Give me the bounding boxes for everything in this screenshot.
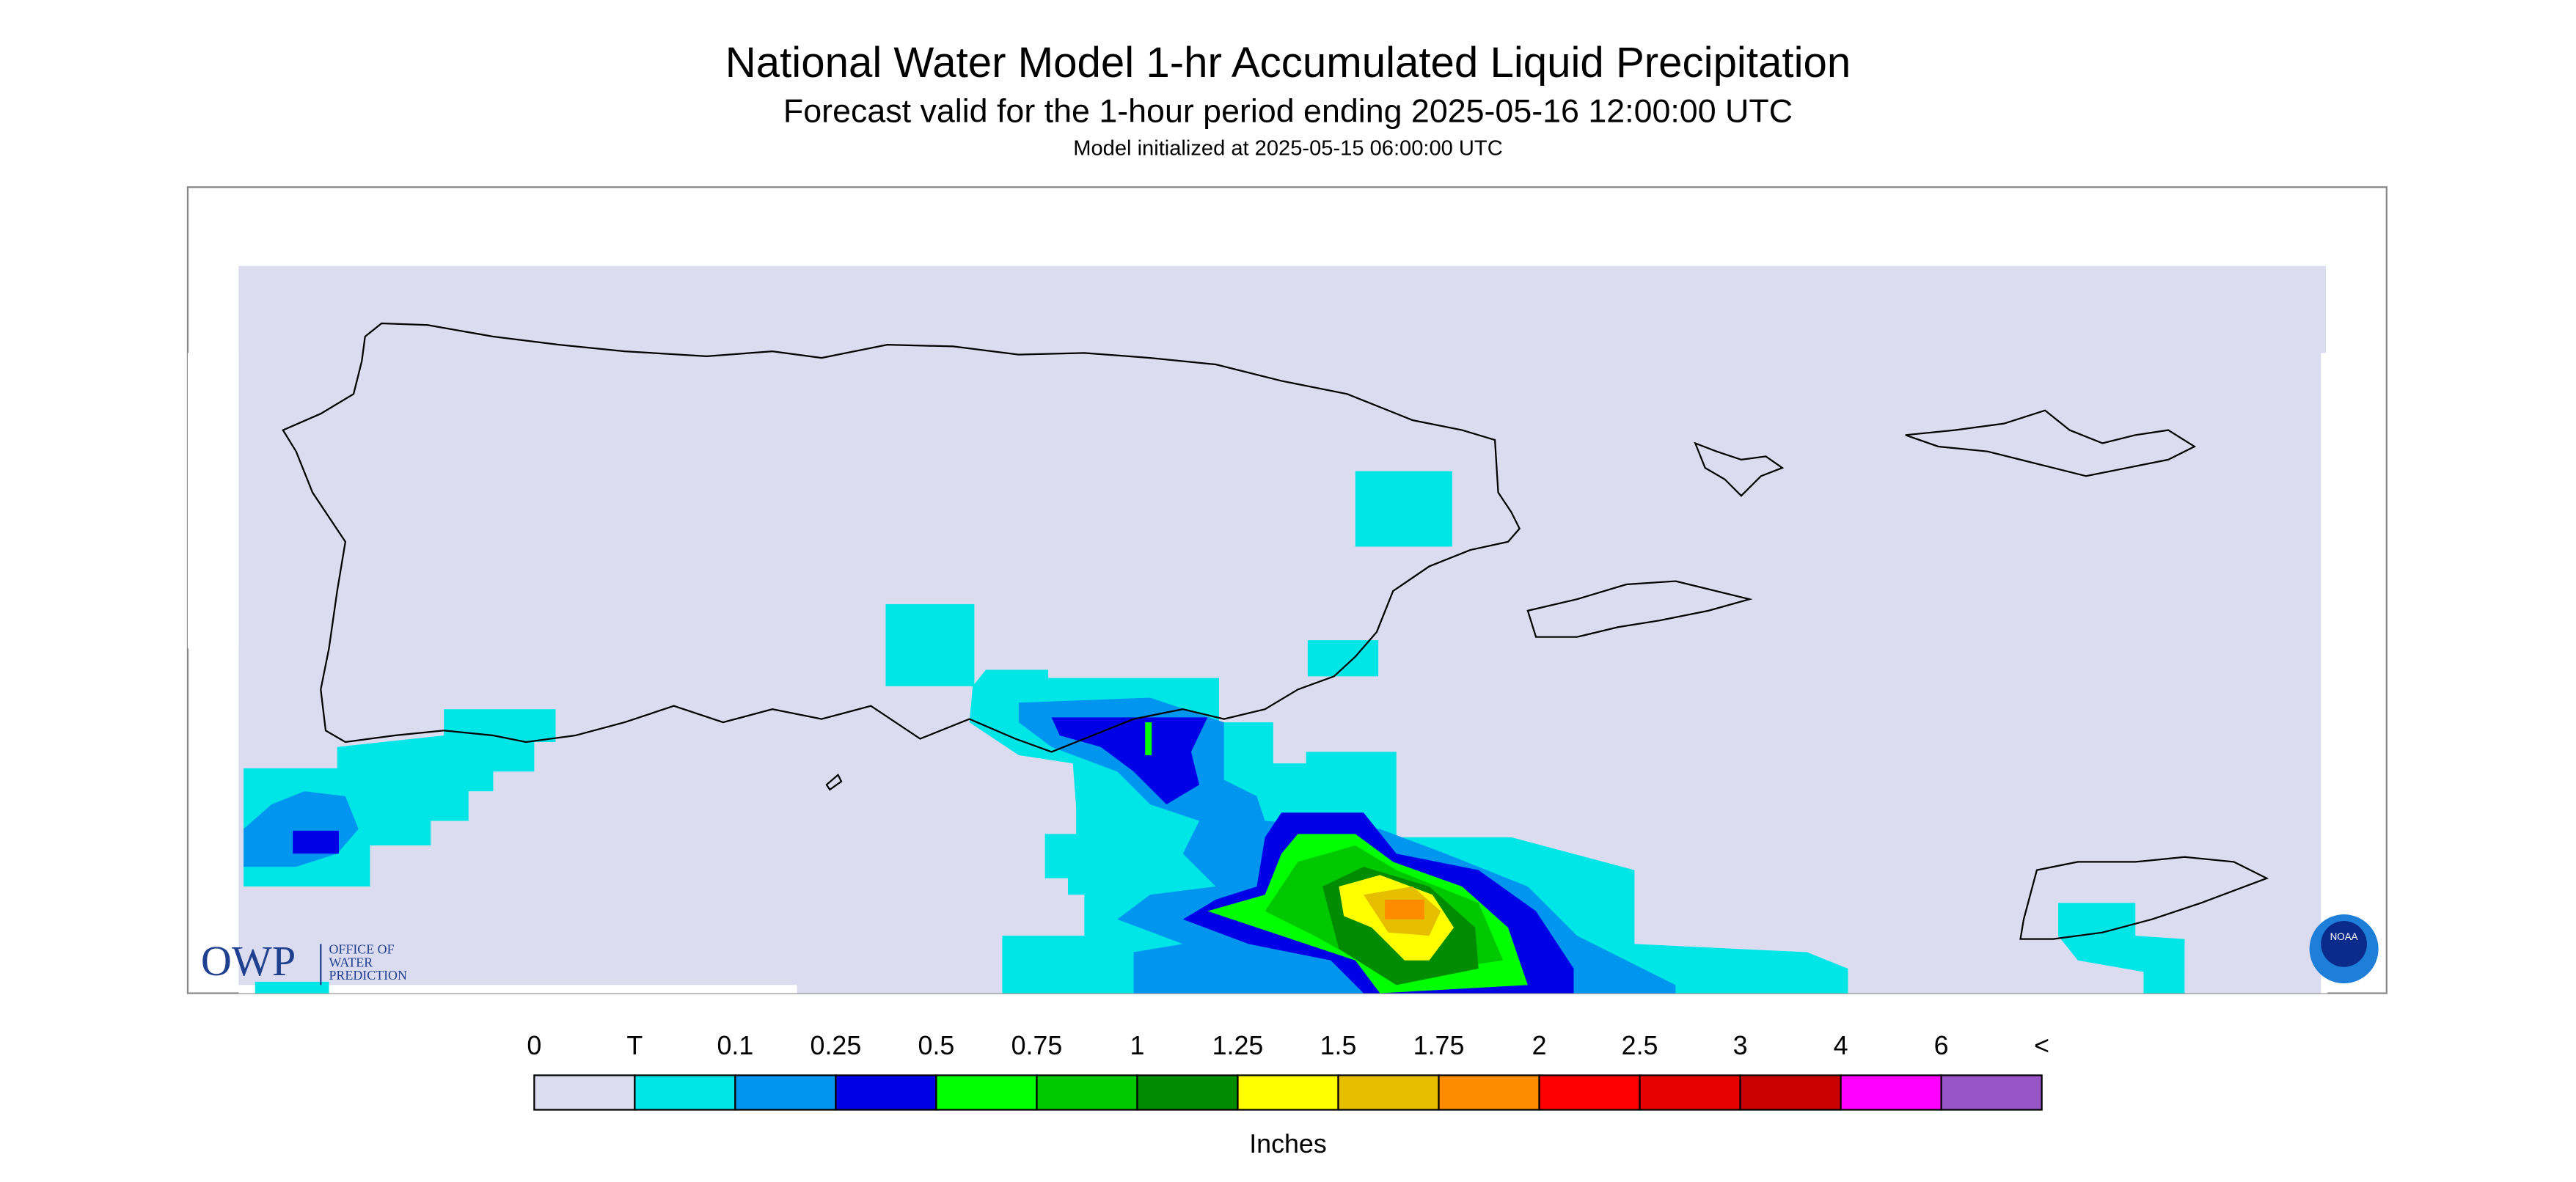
precip-area xyxy=(1307,640,1379,677)
legend-label: 1.25 xyxy=(1212,1031,1264,1060)
precip-area xyxy=(1385,899,1424,919)
noaa-logo: NOAA xyxy=(2309,914,2379,984)
legend-label: 1.75 xyxy=(1413,1031,1465,1060)
precip-field xyxy=(187,265,2328,994)
legend-swatch xyxy=(533,1074,636,1111)
legend-swatch xyxy=(1036,1074,1138,1111)
legend-swatch xyxy=(1237,1074,1339,1111)
legend-swatch xyxy=(734,1074,837,1111)
legend-label: 2.5 xyxy=(1622,1031,1658,1060)
legend-label: 0.5 xyxy=(918,1031,955,1060)
legend-swatch xyxy=(1940,1074,2043,1111)
legend-label: 3 xyxy=(1733,1031,1748,1060)
precip-area xyxy=(255,981,329,994)
legend-label: 2 xyxy=(1532,1031,1547,1060)
legend-label: 0.1 xyxy=(717,1031,753,1060)
noaa-inner xyxy=(2321,921,2367,967)
legend-label: 4 xyxy=(1834,1031,1848,1060)
culebra-coast xyxy=(1694,441,1785,497)
virgin-islands-coast xyxy=(1905,409,2197,477)
owp-text: WATER xyxy=(329,955,373,969)
title: National Water Model 1-hr Accumulated Li… xyxy=(725,39,1851,87)
legend-label: 0.25 xyxy=(811,1031,862,1060)
owp-mark: OWP xyxy=(201,937,296,985)
legend-swatch xyxy=(1739,1074,1842,1111)
init-time: Model initialized at 2025-05-15 06:00:00… xyxy=(1073,136,1502,160)
vieques-coast xyxy=(1526,580,1753,638)
precip-area xyxy=(1145,722,1152,755)
legend-swatch xyxy=(935,1074,1038,1111)
legend-swatch xyxy=(1639,1074,1741,1111)
islet-coast xyxy=(825,773,843,791)
legend-swatch xyxy=(1438,1074,1540,1111)
owp-logo: OWP OFFICE OF WATER PREDICTION xyxy=(201,937,407,985)
legend-label: T xyxy=(626,1031,643,1060)
legend-swatch xyxy=(634,1074,736,1111)
legend-label: 1 xyxy=(1130,1031,1145,1060)
legend-label: < xyxy=(2034,1031,2049,1060)
precip-area xyxy=(2058,903,2185,994)
legend-swatch xyxy=(835,1074,937,1111)
field-gap xyxy=(187,353,239,649)
owp-text: OFFICE OF xyxy=(329,941,394,956)
field-gap xyxy=(2321,353,2328,994)
puerto-rico-coast xyxy=(282,322,1521,753)
precip-area xyxy=(1051,717,1208,805)
legend-label: 1.5 xyxy=(1320,1031,1357,1060)
precip-area xyxy=(885,603,975,686)
subtitle: Forecast valid for the 1-hour period end… xyxy=(783,92,1793,129)
legend-swatch xyxy=(1840,1074,1942,1111)
legend-swatch xyxy=(1136,1074,1239,1111)
legend-swatch xyxy=(1337,1074,1440,1111)
owp-text: PREDICTION xyxy=(329,968,407,983)
precip-area xyxy=(293,830,339,854)
legend-swatch xyxy=(1538,1074,1641,1111)
field-gap xyxy=(238,985,797,994)
legend-label: 0 xyxy=(527,1031,541,1060)
legend-unit: Inches xyxy=(1249,1129,1327,1159)
st-croix-coast xyxy=(2019,856,2269,940)
legend-label: 0.75 xyxy=(1011,1031,1063,1060)
coastlines xyxy=(282,322,2269,940)
noaa-text: NOAA xyxy=(2330,931,2358,942)
legend-label: 6 xyxy=(1934,1031,1949,1060)
precip-area xyxy=(1355,471,1452,547)
legend: 0 T 0.1 0.25 0.5 0.75 1 1.25 1.5 1.75 2 2.5 3 4 6 < xyxy=(527,1031,2049,1111)
